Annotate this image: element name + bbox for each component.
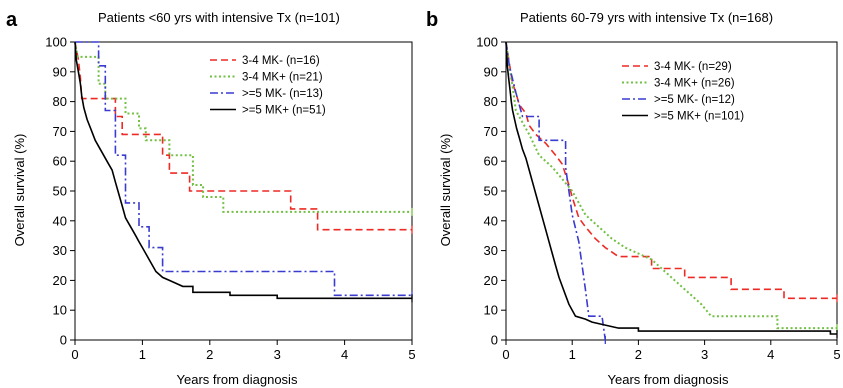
panel-a-y-tick-label: 10 (53, 303, 67, 318)
panel-b-title: Patients 60-79 yrs with intensive Tx (n=… (520, 10, 773, 25)
panel-a-plot: 0 10 20 30 40 50 60 70 80 90 100 0 1 2 3 4 5 3-4 MK- (n=1… (45, 35, 415, 363)
panel-a-legend-label-4: >=5 MK+ (n=51) (242, 105, 326, 117)
panel-b-legend-label-1: 3-4 MK- (n=29) (654, 61, 732, 73)
panel-a-x-tick-label: 2 (206, 347, 213, 362)
panel-b-x-tick-label: 0 (502, 347, 509, 362)
panel-b-x-tick-label: 5 (833, 347, 840, 362)
panel-b-y-tick-label: 0 (491, 333, 498, 348)
panel-b-y-tick-label: 60 (484, 154, 498, 169)
panel-b-y-tick-label: 90 (484, 64, 498, 79)
panel-b-x-axis-label: Years from diagnosis (608, 372, 729, 387)
panel-a-legend-label-3: >=5 MK- (n=13) (242, 88, 323, 100)
panel-b-letter: b (426, 9, 438, 31)
panel-b-x-tick-label: 4 (767, 347, 774, 362)
panel-a-x-tick-label: 3 (274, 347, 281, 362)
panel-a-y-tick-label: 60 (53, 154, 67, 169)
panel-a-y-tick-label: 40 (53, 213, 67, 228)
panel-b-series-3-line (505, 41, 607, 341)
panel-b-series-1-line (505, 41, 837, 300)
panel-b-y-tick-label: 80 (484, 94, 498, 109)
panel-a-y-tick-label: 100 (45, 35, 67, 50)
panel-a-title: Patients <60 yrs with intensive Tx (n=10… (98, 10, 340, 25)
panel-b-x-tick-label: 1 (569, 347, 576, 362)
panel-a-letter: a (6, 9, 18, 31)
panel-b-x-tick-label: 3 (701, 347, 708, 362)
panel-b-y-tick-label: 100 (476, 35, 498, 50)
panel-a-y-tick-label: 20 (53, 273, 67, 288)
panel-a-x-tick-label: 4 (341, 347, 348, 362)
panel-a-y-tick-label: 80 (53, 94, 67, 109)
panel-a-series-3-line (75, 41, 412, 297)
panel-b-plot: 0 10 20 30 40 50 60 70 80 90 100 0 1 2 3 4 5 3-4 MK- (n=2… (476, 35, 840, 363)
panel-a-x-tick-label: 1 (139, 347, 146, 362)
panel-a-series-2-line (74, 41, 412, 213)
panel-a-y-axis-label: Overall survival (%) (12, 134, 27, 247)
panel-b-legend-label-4: >=5 MK+ (n=101) (654, 111, 744, 123)
panel-a-y-tick-label: 0 (60, 333, 67, 348)
panel-b-legend-label-2: 3-4 MK+ (n=26) (654, 78, 735, 90)
panel-a-y-tick-label: 90 (53, 64, 67, 79)
panel-a-legend-label-2: 3-4 MK+ (n=21) (242, 72, 323, 84)
panel-b-y-tick-label: 40 (484, 213, 498, 228)
panel-b-y-tick-label: 10 (484, 303, 498, 318)
panel-b-legend-label-3: >=5 MK- (n=12) (654, 94, 735, 106)
panel-b-y-tick-label: 30 (484, 243, 498, 258)
panel-a-x-axis-label: Years from diagnosis (177, 372, 298, 387)
panel-a-x-tick-label: 0 (71, 347, 78, 362)
panel-b-x-tick-label: 2 (635, 347, 642, 362)
panel-b-y-tick-label: 70 (484, 124, 498, 139)
panel-a-legend-label-1: 3-4 MK- (n=16) (242, 55, 320, 67)
panel-b-y-tick-label: 50 (484, 184, 498, 199)
panel-a-y-tick-label: 70 (53, 124, 67, 139)
panel-a-series-4-line (74, 41, 412, 300)
panel-b-series-4-line (505, 41, 837, 335)
panel-b-y-tick-label: 20 (484, 273, 498, 288)
panel-a-y-tick-label: 30 (53, 243, 67, 258)
panel-a-y-tick-label: 50 (53, 184, 67, 199)
panel-b-y-axis-label: Overall survival (%) (438, 134, 453, 247)
panel-a-x-tick-label: 5 (408, 347, 415, 362)
